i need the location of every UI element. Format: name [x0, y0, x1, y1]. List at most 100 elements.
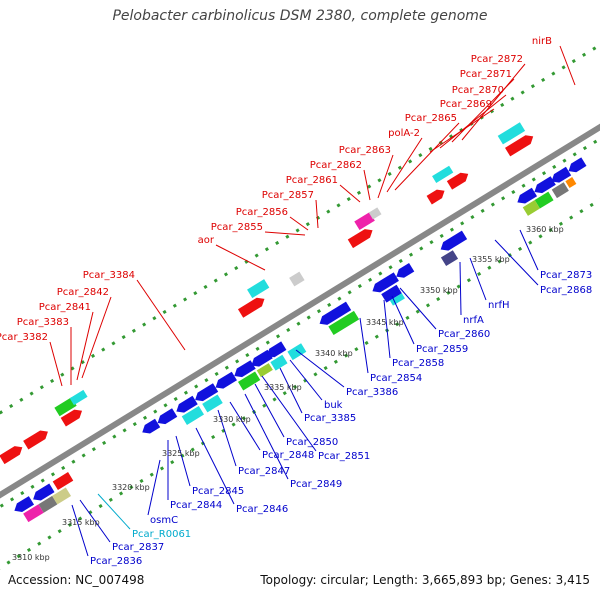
top-gene-12	[446, 172, 469, 190]
leader-line-top	[429, 108, 495, 153]
gene-label-bottom: Pcar_2844	[170, 500, 222, 511]
leader-line-top	[136, 279, 186, 351]
upper-track-dot	[234, 266, 239, 271]
bottom-gene-29	[534, 176, 556, 194]
upper-track-dot	[80, 360, 85, 365]
gene-label-top: Pcar_3382	[0, 332, 48, 343]
upper-track-dot	[336, 203, 341, 208]
top-gene-9	[354, 212, 375, 231]
label-leader-lines	[49, 45, 576, 557]
upper-track-dot	[551, 71, 556, 76]
lower-track-dot	[487, 265, 492, 270]
gene-label-bottom: Pcar_2850	[286, 437, 338, 448]
scale-labels: 3310 kbp 3315 kbp 3320 kbp 3325 kbp 3330 kbp…	[12, 225, 564, 562]
bottom-gene-32	[534, 191, 554, 209]
mid-track-dot	[91, 447, 96, 452]
lower-track-dot	[262, 403, 267, 408]
upper-track-dot	[162, 309, 167, 315]
bottom-gene-18	[270, 354, 288, 371]
scale-label: 3340 kbp	[315, 349, 353, 358]
gene-label-top: Pcar_2871	[460, 69, 512, 80]
mid-track-dot	[214, 371, 219, 376]
lower-track-dot	[98, 503, 103, 509]
lower-track-dot	[149, 472, 154, 477]
top-gene-2	[60, 409, 83, 427]
leader-line-bottom	[494, 239, 539, 286]
mid-track-dot	[470, 215, 475, 220]
upper-track-dot	[305, 222, 310, 227]
lower-track-dot	[47, 535, 52, 540]
lower-track-dot	[354, 347, 359, 352]
leader-line-top	[315, 199, 319, 229]
bottom-gene-15	[202, 394, 223, 413]
mid-track-dot	[0, 503, 4, 508]
lower-track-dot	[446, 290, 451, 295]
gene-label-bottom: Pcar_2873	[540, 270, 592, 281]
bottom-gene-13	[266, 341, 287, 358]
gene-label-top: Pcar_2841	[39, 302, 91, 313]
gene-label-top: aor	[198, 235, 215, 246]
bottom-gene-35	[522, 200, 540, 216]
mid-track-dot	[194, 384, 199, 389]
mid-track-dot	[429, 240, 434, 245]
mid-track-dot	[511, 189, 516, 195]
leader-line-top	[377, 154, 394, 199]
gene-label-top: Pcar_3383	[17, 317, 69, 328]
lower-track-dot	[548, 227, 553, 233]
gene-features	[0, 122, 587, 523]
upper-track-dot	[121, 334, 126, 340]
top-gene-7	[289, 271, 305, 287]
gene-label-top: Pcar_2842	[57, 287, 109, 298]
lower-track-dot	[108, 497, 113, 502]
gene-label-top: Pcar_2861	[286, 175, 338, 186]
lower-track-dot	[313, 372, 318, 377]
leader-line-bottom	[217, 409, 237, 467]
leader-line-top	[289, 216, 309, 231]
lower-track-dot	[364, 340, 369, 346]
mid-track-dot	[449, 227, 455, 232]
mid-track-dot	[142, 415, 148, 420]
upper-track-dot	[223, 272, 229, 277]
upper-track-dot	[367, 184, 372, 189]
topology-summary: Topology: circular; Length: 3,665,893 bp…	[260, 573, 590, 587]
lower-track-dot	[190, 447, 195, 452]
lower-track-dot	[497, 259, 502, 264]
backbone-line	[0, 123, 600, 499]
lower-track-dot	[6, 560, 11, 565]
leader-line-bottom	[97, 493, 131, 530]
top-gene-1	[23, 430, 48, 450]
top-gene-15	[497, 122, 526, 145]
bottom-gene-19	[287, 343, 307, 361]
mid-track-dot	[40, 478, 45, 483]
gene-label-top: nirB	[532, 36, 552, 47]
upper-track-dot	[203, 284, 208, 289]
gene-label-top: polA-2	[388, 128, 420, 139]
lower-track-dot	[37, 541, 42, 546]
mid-track-dot	[306, 315, 311, 320]
lower-track-dot	[241, 416, 246, 421]
top-gene-0	[0, 446, 23, 465]
lower-track-dot	[528, 240, 533, 245]
lower-track-dot	[579, 209, 584, 214]
mid-track-dot	[224, 365, 229, 370]
mid-track-dot	[337, 296, 342, 301]
gene-label-bottom: Pcar_2859	[416, 344, 468, 355]
leader-line-bottom	[79, 499, 111, 543]
lower-track-dot	[477, 271, 482, 277]
top-gene-3	[54, 397, 77, 417]
mid-track-dot	[9, 497, 15, 502]
bottom-gene-33	[551, 182, 569, 199]
bottom-gene-17	[256, 363, 273, 378]
lower-track-dot	[466, 278, 471, 283]
mid-track-dot	[582, 146, 588, 151]
bottom-gene-25	[389, 293, 405, 306]
gene-label-top: Pcar_2862	[310, 160, 362, 171]
gene-label-bottom: buk	[324, 400, 343, 411]
lower-track-dot	[569, 215, 574, 220]
gene-label-top: Pcar_2865	[405, 113, 457, 124]
bottom-gene-6	[142, 418, 161, 434]
leader-line-top	[49, 341, 63, 387]
leader-line-bottom	[289, 359, 323, 401]
mid-track-dot	[531, 177, 536, 182]
gene-label-bottom: osmC	[150, 515, 178, 526]
